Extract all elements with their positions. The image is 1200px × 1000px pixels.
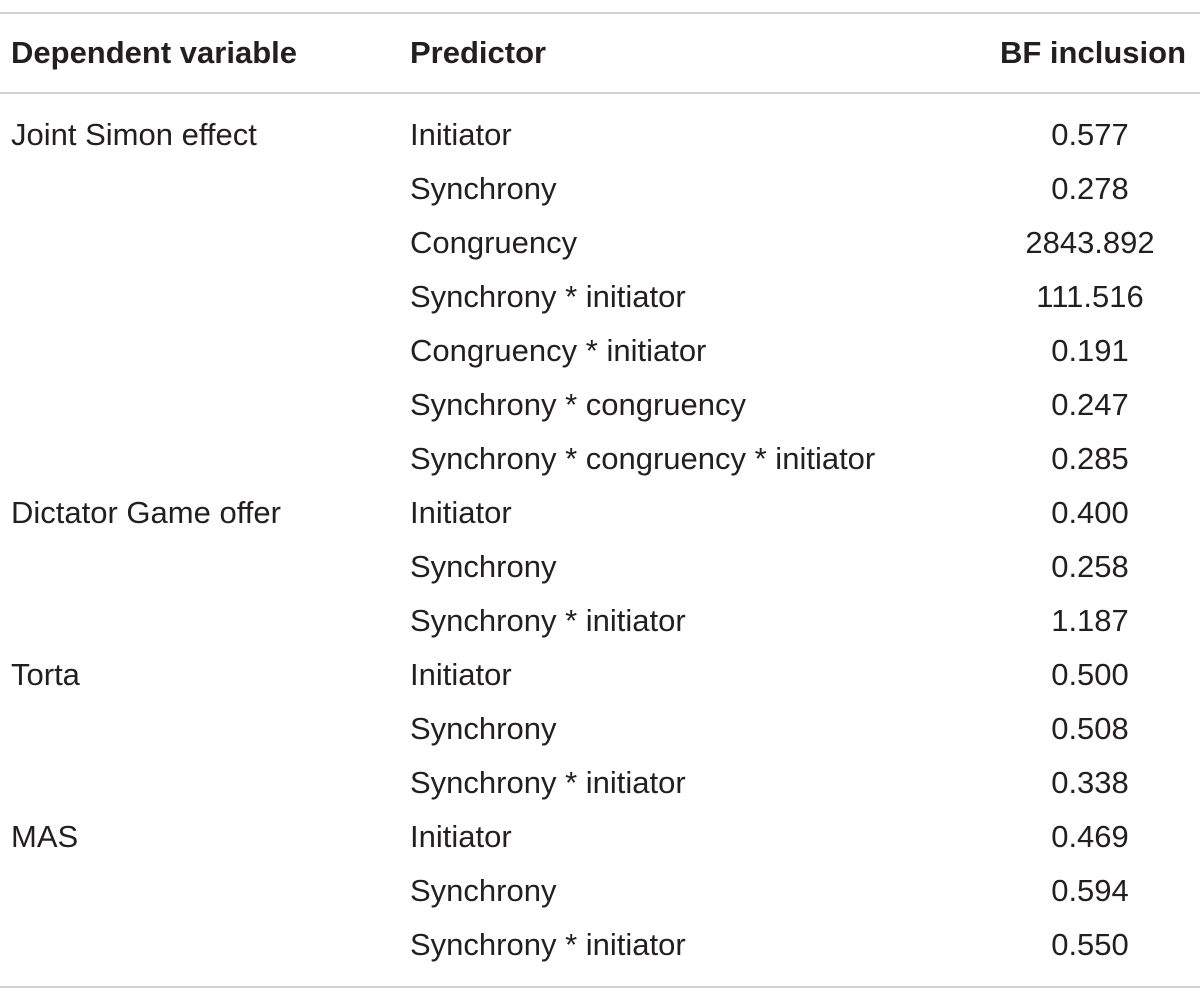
bf-inclusion-cell: 1.187 — [1051, 603, 1129, 638]
predictor-cell: Initiator — [410, 657, 512, 692]
bf-inclusion-cell: 111.516 — [1036, 279, 1144, 314]
table-row: Synchrony 0.278 — [0, 162, 1200, 216]
table-row: Joint Simon effect Initiator 0.577 — [0, 108, 1200, 162]
table-row: Dictator Game offer Initiator 0.400 — [0, 486, 1200, 540]
dependent-variable-cell: Joint Simon effect — [11, 117, 257, 152]
dependent-variable-cell: MAS — [11, 819, 79, 854]
predictor-cell: Synchrony * initiator — [410, 927, 686, 962]
header-predictor: Predictor — [410, 35, 547, 70]
table-row: Synchrony * initiator 0.550 — [0, 918, 1200, 972]
table-row: Synchrony * congruency * initiator 0.285 — [0, 432, 1200, 486]
table-row: MAS Initiator 0.469 — [0, 810, 1200, 864]
table-body: Joint Simon effect Initiator 0.577 Synch… — [0, 108, 1200, 972]
predictor-cell: Synchrony * congruency — [410, 387, 747, 422]
bf-inclusion-cell: 0.508 — [1051, 711, 1129, 746]
table-row: Congruency 2843.892 — [0, 216, 1200, 270]
table-row: Synchrony 0.258 — [0, 540, 1200, 594]
table-top-rule — [0, 12, 1200, 14]
predictor-cell: Synchrony * initiator — [410, 603, 686, 638]
bf-inclusion-cell: 0.285 — [1051, 441, 1129, 476]
dependent-variable-cell: Torta — [11, 657, 80, 692]
predictor-cell: Initiator — [410, 495, 512, 530]
header-bf-inclusion: BF inclusion — [1000, 35, 1186, 70]
table-row: Synchrony 0.508 — [0, 702, 1200, 756]
table-row: Torta Initiator 0.500 — [0, 648, 1200, 702]
predictor-cell: Synchrony * initiator — [410, 279, 686, 314]
header-dependent-variable: Dependent variable — [11, 35, 297, 70]
dependent-variable-cell: Dictator Game offer — [11, 495, 281, 530]
bf-inclusion-cell: 0.247 — [1051, 387, 1129, 422]
bf-inclusion-cell: 0.258 — [1051, 549, 1129, 584]
predictor-cell: Synchrony — [410, 171, 557, 206]
table-row: Synchrony * initiator 1.187 — [0, 594, 1200, 648]
predictor-cell: Initiator — [410, 819, 512, 854]
predictor-cell: Initiator — [410, 117, 512, 152]
bf-inclusion-cell: 0.594 — [1051, 873, 1129, 908]
bf-inclusion-cell: 0.550 — [1051, 927, 1129, 962]
table-row: Synchrony * initiator 0.338 — [0, 756, 1200, 810]
table-row: Synchrony 0.594 — [0, 864, 1200, 918]
table-row: Congruency * initiator 0.191 — [0, 324, 1200, 378]
predictor-cell: Synchrony — [410, 873, 557, 908]
table-header-rule — [0, 92, 1200, 94]
bf-inclusion-cell: 0.577 — [1051, 117, 1129, 152]
predictor-cell: Synchrony * congruency * initiator — [410, 441, 876, 476]
table-bottom-rule — [0, 986, 1200, 988]
bf-inclusion-cell: 0.338 — [1051, 765, 1129, 800]
bf-inclusion-cell: 0.469 — [1051, 819, 1129, 854]
predictor-cell: Synchrony * initiator — [410, 765, 686, 800]
predictor-cell: Congruency * initiator — [410, 333, 707, 368]
table-row: Synchrony * initiator 111.516 — [0, 270, 1200, 324]
bf-inclusion-cell: 0.500 — [1051, 657, 1129, 692]
predictor-cell: Congruency — [410, 225, 578, 260]
table-header-row: Dependent variable Predictor BF inclusio… — [0, 14, 1200, 92]
predictor-cell: Synchrony — [410, 711, 557, 746]
predictor-cell: Synchrony — [410, 549, 557, 584]
table-row: Synchrony * congruency 0.247 — [0, 378, 1200, 432]
bf-inclusion-cell: 0.191 — [1051, 333, 1129, 368]
bf-inclusion-cell: 2843.892 — [1025, 225, 1155, 260]
bf-inclusion-cell: 0.278 — [1051, 171, 1129, 206]
bf-inclusion-cell: 0.400 — [1051, 495, 1129, 530]
